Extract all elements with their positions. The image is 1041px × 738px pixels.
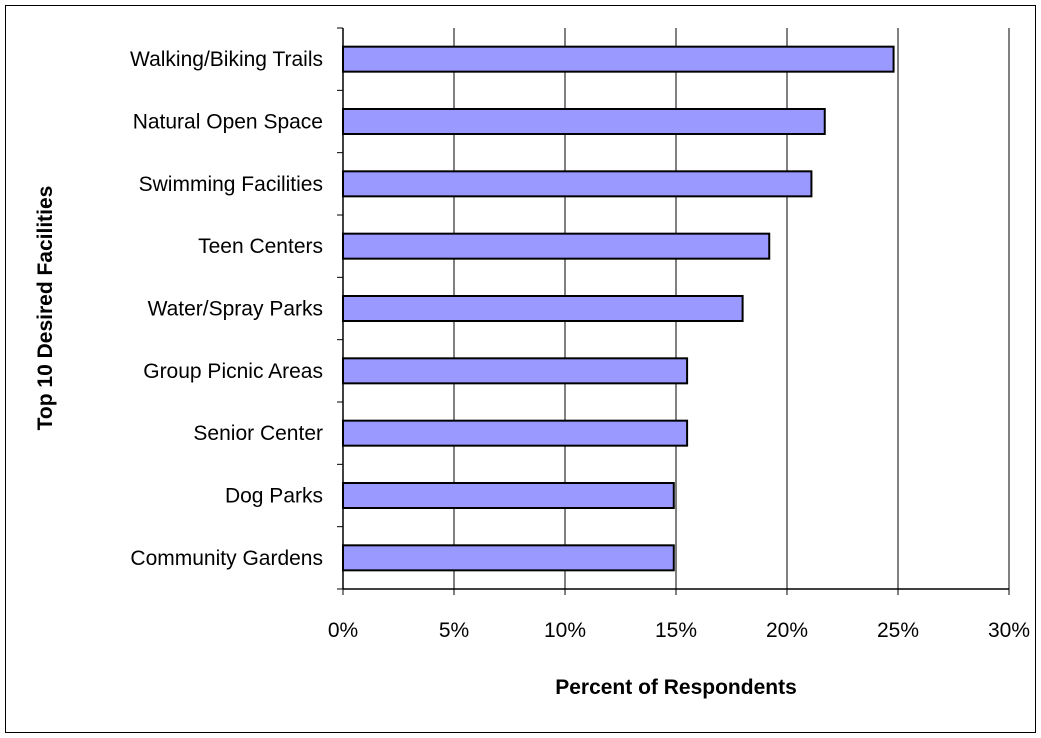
- bar: [342, 295, 744, 322]
- category-labels: Walking/Biking Trails Natural Open Space S…: [130, 48, 323, 570]
- x-tick-label: 5%: [439, 619, 469, 642]
- x-tick-labels: 0% 5% 10% 15% 20% 25% 30%: [328, 619, 1030, 642]
- category-label: Natural Open Space: [133, 111, 323, 134]
- bar: [342, 45, 895, 73]
- bar: [342, 357, 689, 385]
- bar: [342, 108, 826, 135]
- bars: [342, 45, 895, 572]
- category-label: Swimming Facilities: [139, 173, 323, 196]
- category-label: Dog Parks: [225, 485, 323, 508]
- bar: [342, 232, 771, 260]
- x-tick-label: 15%: [655, 619, 697, 642]
- category-label: Senior Center: [193, 422, 323, 445]
- category-label: Water/Spray Parks: [148, 298, 323, 321]
- x-tick-label: 30%: [988, 619, 1030, 642]
- category-label: Teen Centers: [198, 235, 323, 258]
- y-axis-title: Top 10 Desired Facilities: [34, 186, 57, 431]
- x-tick-label: 20%: [766, 619, 808, 642]
- bar: [342, 170, 813, 198]
- axes: [337, 27, 1010, 595]
- category-label: Community Gardens: [130, 547, 323, 570]
- x-axis-title: Percent of Respondents: [555, 676, 797, 699]
- bar: [342, 419, 689, 447]
- x-tick-label: 25%: [877, 619, 919, 642]
- category-label: Walking/Biking Trails: [130, 48, 323, 71]
- x-tick-label: 10%: [544, 619, 586, 642]
- bar: [342, 482, 675, 509]
- bar: [342, 544, 675, 572]
- x-tick-label: 0%: [328, 619, 358, 642]
- category-label: Group Picnic Areas: [143, 360, 323, 383]
